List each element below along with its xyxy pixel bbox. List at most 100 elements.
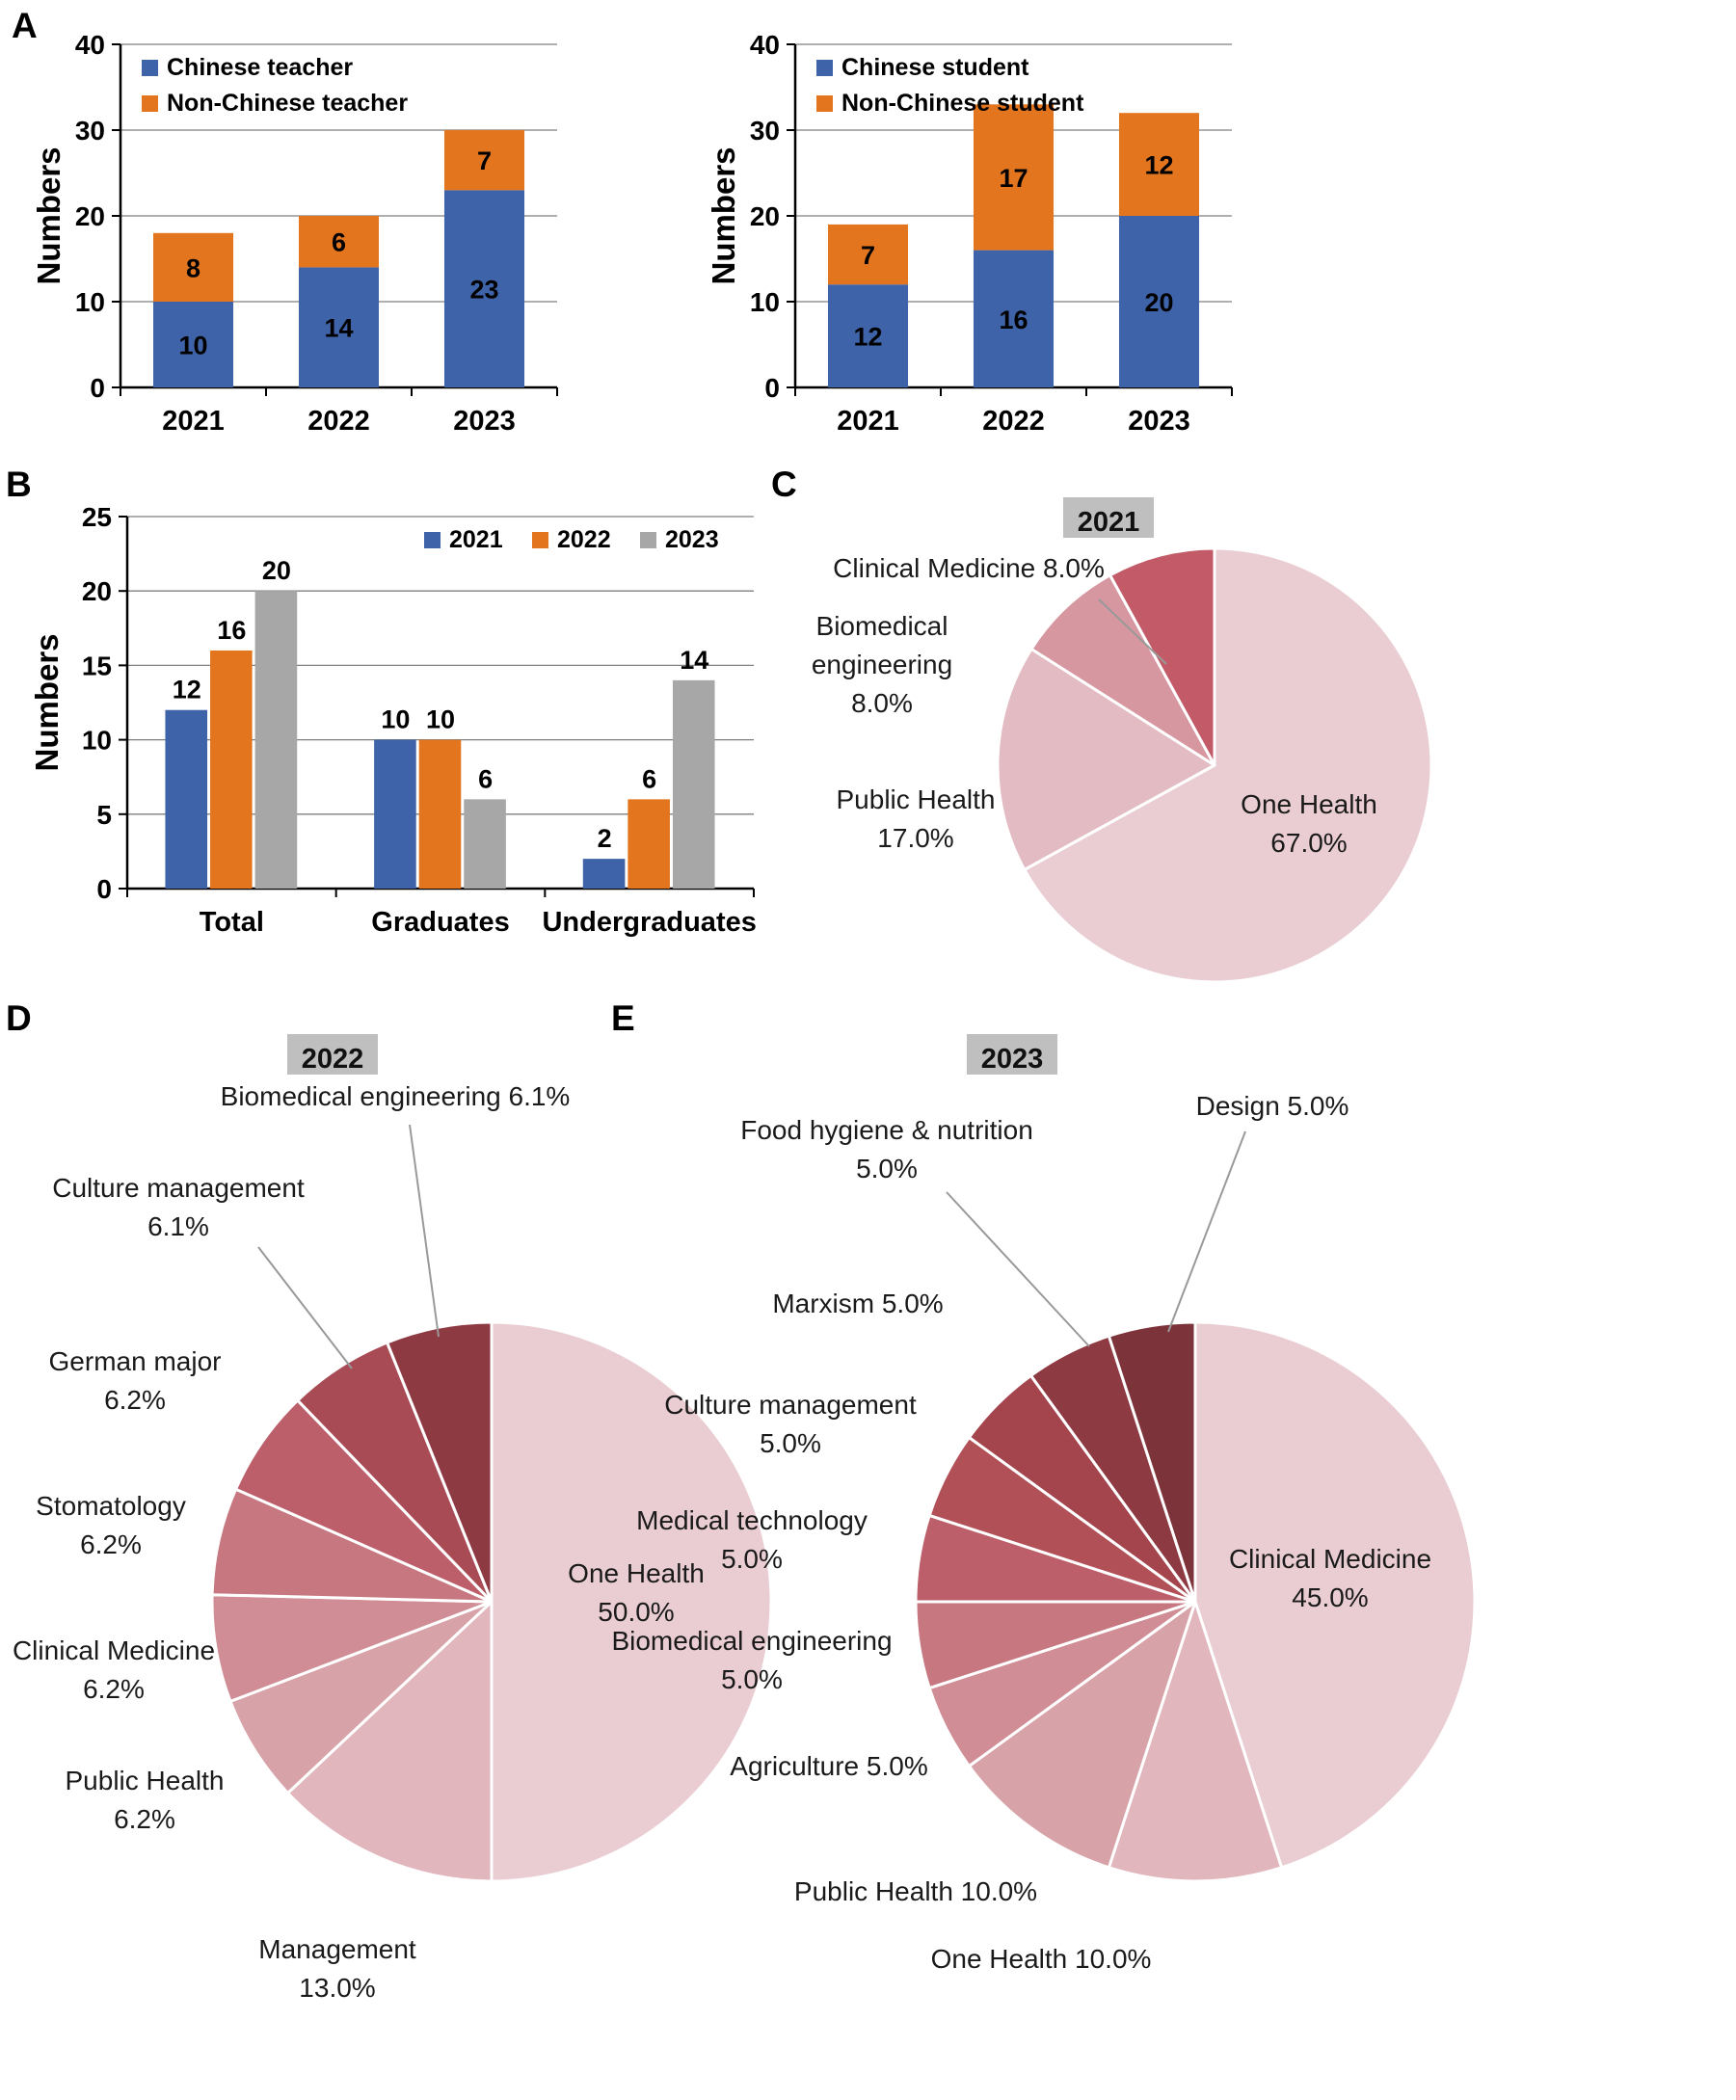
value-label: 7 xyxy=(477,146,492,175)
bar-segment xyxy=(298,267,380,387)
y-axis-tick-label: 30 xyxy=(750,116,780,146)
pie-slice-label: Management xyxy=(258,1934,416,1964)
legend-label: Chinese student xyxy=(841,54,1029,81)
pie-slice-label: Biomedical engineering 6.1% xyxy=(221,1081,571,1111)
legend-swatch xyxy=(532,532,548,548)
category-label: Total xyxy=(200,907,264,938)
y-axis-tick-label: 40 xyxy=(750,30,780,60)
y-axis-tick-label: 0 xyxy=(90,373,105,403)
pie-slice-label: 8.0% xyxy=(851,688,913,718)
y-axis-tick-label: 0 xyxy=(96,874,112,904)
value-label: 16 xyxy=(999,306,1028,334)
pie-slice-label: 45.0% xyxy=(1292,1582,1368,1612)
value-label: 6 xyxy=(478,764,493,793)
legend-swatch xyxy=(142,95,158,112)
pie-slice xyxy=(1107,1600,1284,1883)
pie-slice-label: Public Health xyxy=(66,1766,225,1795)
value-label: 6 xyxy=(642,764,656,793)
value-label: 16 xyxy=(217,616,246,645)
pie-slice xyxy=(286,1600,494,1883)
y-axis-tick-label: 10 xyxy=(75,287,105,317)
pie-slice xyxy=(996,647,1216,871)
bar-segment xyxy=(973,250,1055,387)
value-label: 7 xyxy=(861,241,875,270)
bar-segment xyxy=(443,130,525,191)
legend-label: 2023 xyxy=(665,526,719,553)
pie-slice-label: 13.0% xyxy=(299,1973,375,2003)
bar xyxy=(254,591,298,889)
leader-line xyxy=(1098,598,1167,665)
pie-slice-label: Culture management xyxy=(664,1390,917,1420)
pie-title-box xyxy=(1063,497,1154,538)
legend-swatch xyxy=(142,60,158,76)
panel-label-d: D xyxy=(6,998,32,1038)
pie-slice-label: Food hygiene & nutrition xyxy=(740,1115,1033,1145)
pie-slice-label: 6.1% xyxy=(147,1211,209,1241)
pie-slice-label: Biomedical xyxy=(816,611,948,641)
pie-slice-label: 5.0% xyxy=(721,1664,783,1694)
pie-slice-label: 6.2% xyxy=(114,1804,175,1834)
legend-label: Non-Chinese teacher xyxy=(167,90,408,117)
y-axis-tick-label: 25 xyxy=(82,502,112,532)
bar-segment xyxy=(443,190,525,387)
pie-slice-label: One Health xyxy=(568,1558,705,1588)
pie-slice xyxy=(490,1320,773,1883)
y-axis-title: Numbers xyxy=(31,146,67,284)
category-label: 2023 xyxy=(453,406,516,437)
panel-label-c: C xyxy=(771,465,797,504)
value-label: 20 xyxy=(262,556,291,585)
category-label: 2022 xyxy=(307,406,370,437)
pie-slice-label: One Health 10.0% xyxy=(931,1944,1152,1974)
value-label: 12 xyxy=(173,676,201,704)
y-axis-tick-label: 10 xyxy=(750,287,780,317)
bar xyxy=(374,739,416,889)
category-label: Graduates xyxy=(371,907,509,938)
y-axis-tick-label: 5 xyxy=(96,800,112,830)
category-label: 2021 xyxy=(162,406,225,437)
pie-slice-label: Clinical Medicine 8.0% xyxy=(833,553,1105,583)
majors-2021-pie-chart: One Health 67.0% Public Health 17.0% Biomedi… xyxy=(812,497,1433,984)
legend-swatch xyxy=(816,60,833,76)
pie-slice-label: 50.0% xyxy=(598,1597,674,1627)
bar xyxy=(582,859,626,889)
bar-segment xyxy=(827,224,909,285)
pie-slice-label: engineering xyxy=(812,650,952,679)
bar xyxy=(628,799,670,889)
pie-slice xyxy=(1029,573,1216,767)
pie-slice-label: Agriculture 5.0% xyxy=(730,1751,927,1781)
pie-slice-label: 5.0% xyxy=(760,1428,821,1458)
pie-slice-label: Marxism 5.0% xyxy=(772,1289,943,1318)
leader-line xyxy=(257,1246,353,1369)
value-label: 14 xyxy=(324,314,353,343)
bar xyxy=(165,709,208,889)
pie-slice-label: Culture management xyxy=(52,1173,305,1203)
y-axis-tick-label: 20 xyxy=(75,201,105,231)
legend-label: Chinese teacher xyxy=(167,54,353,81)
y-axis-tick-label: 10 xyxy=(82,726,112,756)
legend-swatch xyxy=(640,532,656,548)
bar-segment xyxy=(1118,113,1200,216)
pie-slice-label: Medical technology xyxy=(636,1505,868,1535)
pie-slice-label: Design 5.0% xyxy=(1196,1091,1349,1121)
value-label: 10 xyxy=(178,332,207,360)
pie-slice-label: 17.0% xyxy=(877,823,953,853)
pie-slice-label: Stomatology xyxy=(36,1491,186,1521)
pie-title: 2022 xyxy=(302,1044,364,1075)
pie-slice xyxy=(1108,546,1216,767)
leader-line xyxy=(1167,1130,1246,1333)
pie-slice-label: 5.0% xyxy=(721,1544,783,1574)
bar xyxy=(672,679,715,889)
bar-segment xyxy=(152,302,234,387)
pie-slice xyxy=(1107,1320,1197,1604)
teachers-stacked-bar-chart: 0 10 20 30 40 2021 2022 2023 Numbers 10 8 14 6 23 7 Chi… xyxy=(31,30,558,437)
y-axis-tick-label: 15 xyxy=(82,651,112,680)
panel-label-b: B xyxy=(6,465,32,504)
value-label: 10 xyxy=(381,705,410,734)
panel-label-a: A xyxy=(12,6,38,45)
pie-slice-label: 5.0% xyxy=(856,1154,918,1183)
category-label: 2022 xyxy=(982,406,1045,437)
pie-slice-label: Clinical Medicine xyxy=(13,1635,215,1665)
pie-slice-label: One Health xyxy=(1241,789,1377,819)
pie-title-box xyxy=(287,1034,378,1075)
